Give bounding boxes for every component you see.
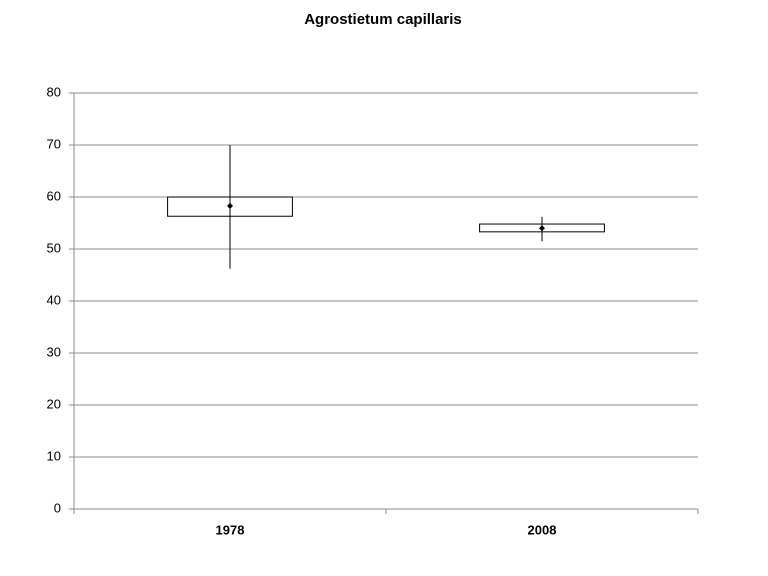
mean-marker — [539, 225, 545, 232]
y-tick-label: 60 — [47, 188, 61, 203]
y-tick-label: 50 — [47, 240, 61, 255]
y-tick-label: 30 — [47, 344, 61, 359]
y-tick-label: 70 — [47, 136, 61, 151]
x-tick-label: 2008 — [528, 522, 557, 537]
chart-title: Agrostietum capillaris — [304, 11, 462, 28]
y-tick-label: 0 — [54, 500, 61, 515]
mean-marker — [227, 202, 233, 209]
y-tick-label: 80 — [47, 84, 61, 99]
x-tick-label: 1978 — [216, 522, 245, 537]
y-tick-label: 20 — [47, 396, 61, 411]
y-tick-label: 10 — [47, 448, 61, 463]
y-tick-label: 40 — [47, 292, 61, 307]
